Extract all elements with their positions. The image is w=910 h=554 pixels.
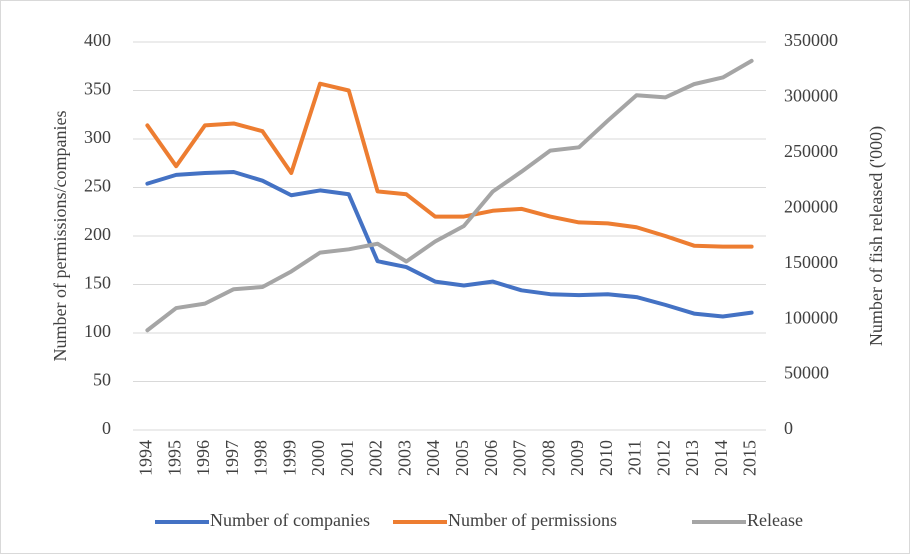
x-tick-label: 2000 bbox=[308, 440, 328, 476]
y-tick-label: 300 bbox=[84, 127, 111, 147]
x-tick-label: 2009 bbox=[567, 440, 587, 476]
x-tick-label: 1997 bbox=[222, 440, 242, 476]
y-tick-label: 400 bbox=[84, 30, 111, 50]
x-tick-label: 2010 bbox=[596, 440, 616, 476]
y2-tick-label: 250000 bbox=[784, 141, 838, 161]
legend-label: Release bbox=[747, 510, 803, 530]
y-tick-label: 350 bbox=[84, 79, 111, 99]
x-tick-label: 1996 bbox=[193, 440, 213, 476]
x-tick-label: 2005 bbox=[452, 440, 472, 476]
x-tick-label: 2007 bbox=[510, 440, 530, 476]
x-tick-label: 2004 bbox=[423, 440, 443, 476]
y2-axis-title: Number of fish released ('000) bbox=[866, 126, 887, 346]
y-tick-label: 200 bbox=[84, 224, 111, 244]
y2-tick-label: 50000 bbox=[784, 363, 829, 383]
y-axis-title: Number of permissions/companies bbox=[50, 111, 70, 362]
y-tick-label: 100 bbox=[84, 321, 111, 341]
y-tick-label: 50 bbox=[93, 370, 111, 390]
x-tick-label: 2002 bbox=[366, 440, 386, 476]
y-tick-label: 0 bbox=[102, 418, 111, 438]
y-tick-label: 250 bbox=[84, 176, 111, 196]
x-tick-label: 2008 bbox=[538, 440, 558, 476]
y2-tick-label: 350000 bbox=[784, 30, 838, 50]
x-tick-label: 1998 bbox=[251, 440, 271, 476]
y2-tick-label: 200000 bbox=[784, 196, 838, 216]
x-tick-label: 2001 bbox=[337, 440, 357, 476]
y2-tick-label: 300000 bbox=[784, 86, 838, 106]
x-tick-label: 2011 bbox=[625, 440, 645, 475]
x-tick-label: 2015 bbox=[740, 440, 760, 476]
legend-label: Number of permissions bbox=[448, 510, 617, 530]
y-tick-label: 150 bbox=[84, 273, 111, 293]
y2-tick-label: 150000 bbox=[784, 252, 838, 272]
x-tick-label: 2014 bbox=[711, 440, 731, 476]
series-line bbox=[145, 81, 754, 249]
x-tick-label: 1994 bbox=[136, 440, 156, 476]
x-tick-label: 1995 bbox=[164, 440, 184, 476]
x-tick-label: 2006 bbox=[481, 440, 501, 476]
series-line bbox=[145, 169, 754, 319]
x-tick-label: 2013 bbox=[682, 440, 702, 476]
x-tick-label: 1999 bbox=[279, 440, 299, 476]
y2-tick-label: 0 bbox=[784, 418, 793, 438]
x-tick-label: 2012 bbox=[653, 440, 673, 476]
y2-tick-label: 100000 bbox=[784, 307, 838, 327]
series-line bbox=[145, 58, 754, 333]
legend-label: Number of companies bbox=[210, 510, 370, 530]
x-tick-label: 2003 bbox=[394, 440, 414, 476]
